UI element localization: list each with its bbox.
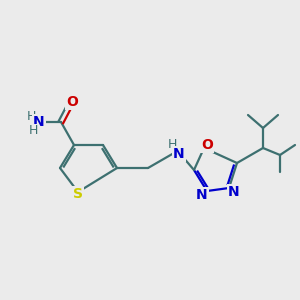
Text: N: N bbox=[33, 115, 45, 129]
Text: N: N bbox=[228, 185, 240, 199]
Text: O: O bbox=[66, 95, 78, 109]
Text: O: O bbox=[201, 138, 213, 152]
Text: N: N bbox=[173, 147, 185, 161]
Text: N: N bbox=[196, 188, 208, 202]
Text: H: H bbox=[26, 110, 36, 124]
Text: H: H bbox=[167, 139, 177, 152]
Text: S: S bbox=[73, 187, 83, 201]
Text: H: H bbox=[28, 124, 38, 137]
